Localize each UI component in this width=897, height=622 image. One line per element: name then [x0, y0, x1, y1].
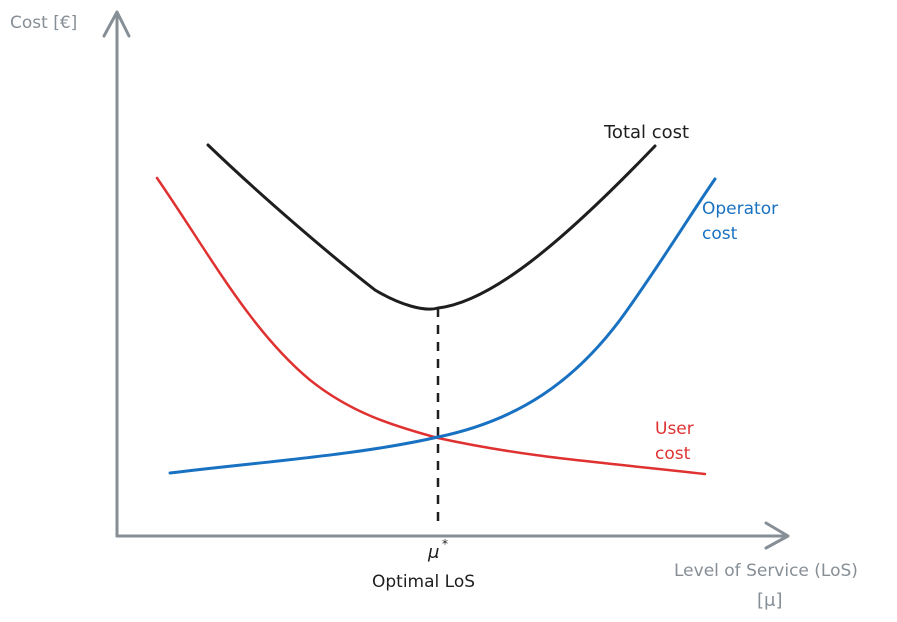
user-cost-curve: [155, 176, 707, 476]
user-cost-label-line2: cost: [655, 444, 691, 464]
operator-cost-label-line1: Operator: [702, 199, 778, 219]
y-axis-arrowhead: [102, 10, 131, 38]
total-cost-label: Total cost: [603, 122, 689, 143]
x-axis-arrowhead: [764, 521, 790, 550]
total-cost-curve: [206, 143, 657, 311]
x-axis-unit: [μ]: [757, 590, 783, 611]
operator-cost-curve: [168, 177, 717, 475]
y-axis-label: Cost [€]: [10, 13, 77, 33]
optimum-caption: Optimal LoS: [372, 572, 475, 592]
x-axis-label: Level of Service (LoS): [674, 561, 858, 581]
optimum-superscript: *: [442, 537, 448, 551]
operator-cost-label-line2: cost: [702, 224, 738, 244]
user-cost-label-line1: User: [655, 419, 694, 439]
optimum-symbol: μ: [427, 542, 439, 563]
axes: [102, 10, 790, 550]
